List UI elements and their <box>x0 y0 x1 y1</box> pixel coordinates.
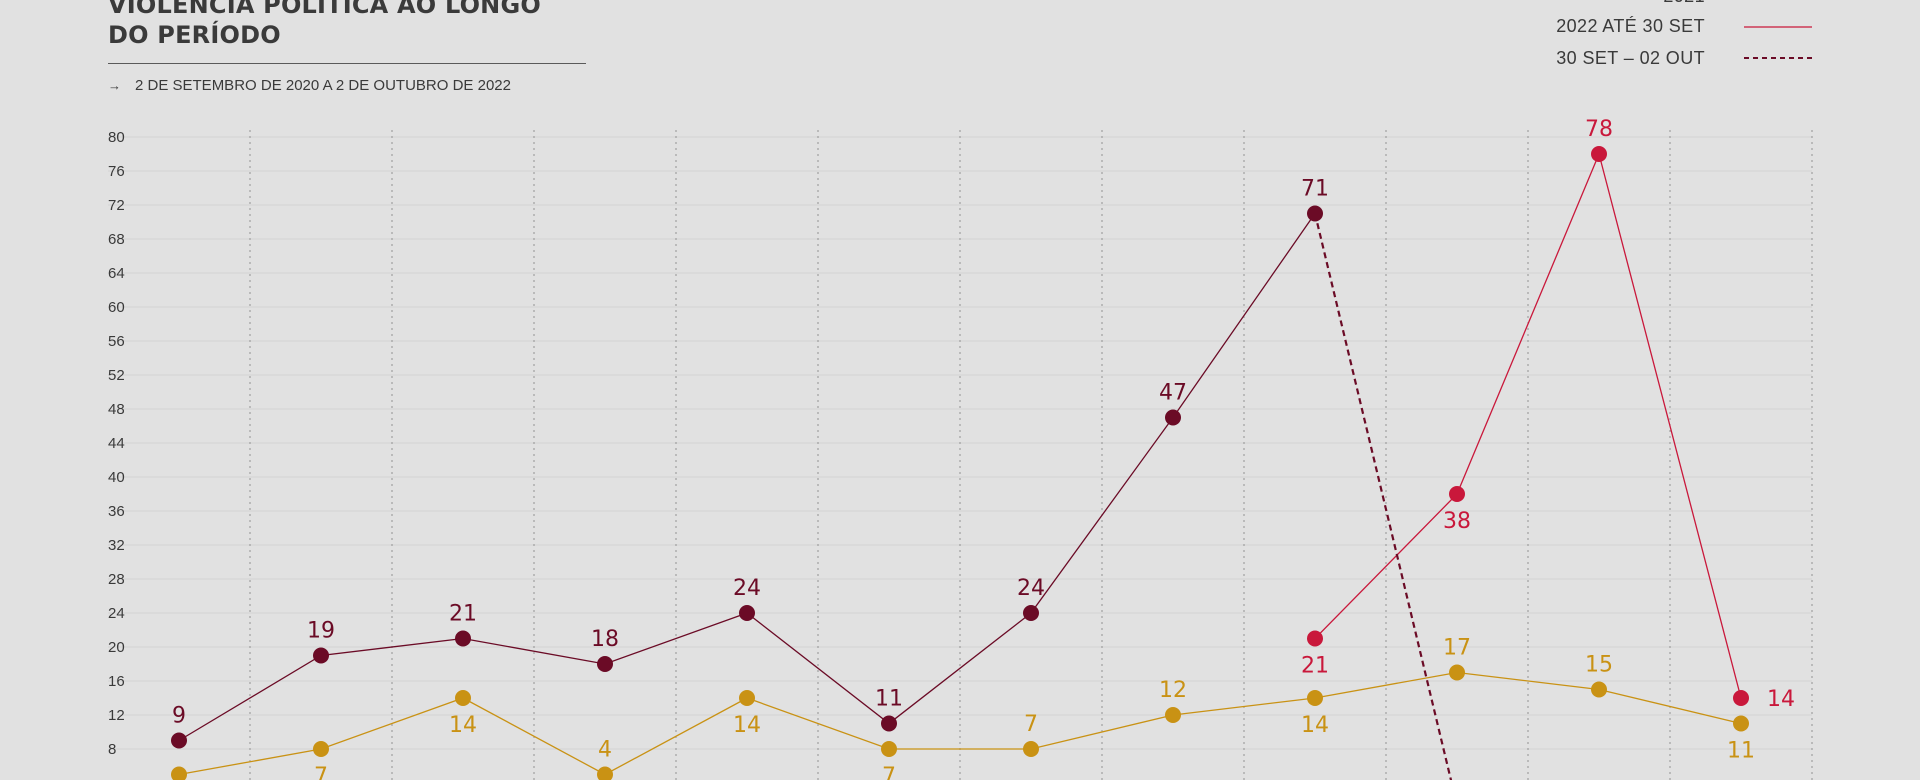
data-point-dark <box>881 715 897 732</box>
data-label-gold: 12 <box>1159 678 1187 703</box>
data-point-dark <box>171 732 187 749</box>
data-point-gold <box>1307 690 1323 706</box>
data-point-dark <box>313 647 329 664</box>
data-point-gold <box>597 766 613 780</box>
data-point-dark <box>455 630 471 647</box>
date-range-subtitle: → 2 DE SETEMBRO DE 2020 A 2 DE OUTUBRO D… <box>108 77 511 94</box>
series-line-dashed <box>1313 213 1453 780</box>
data-label-gold: 7 <box>1024 712 1038 737</box>
y-tick-label: 12 <box>108 707 125 724</box>
y-tick-label: 20 <box>108 639 125 656</box>
data-label-red: 21 <box>1301 654 1329 679</box>
y-tick-label: 60 <box>108 299 125 316</box>
vertical-gridlines <box>249 130 1813 780</box>
data-point-gold <box>739 690 755 706</box>
data-point-red <box>1449 486 1465 502</box>
data-point-gold <box>171 766 187 780</box>
date-range-text: 2 DE SETEMBRO DE 2020 A 2 DE OUTUBRO DE … <box>135 77 511 94</box>
y-tick-label: 40 <box>108 469 125 486</box>
data-point-red <box>1591 146 1607 162</box>
data-label-dark: 18 <box>591 627 619 652</box>
arrow-right-icon: → <box>108 78 121 93</box>
data-label-gold: 14 <box>449 713 477 738</box>
data-label-gold: 4 <box>598 738 612 763</box>
y-tick-label: 48 <box>108 401 125 418</box>
data-point-dark <box>739 605 755 621</box>
y-tick-label: 72 <box>108 197 125 214</box>
y-tick-label: 76 <box>108 163 125 180</box>
y-tick-label: 68 <box>108 231 125 248</box>
series-line-red <box>1314 151 1742 699</box>
y-tick-label: 28 <box>108 571 125 588</box>
data-label-gold: 11 <box>1727 739 1755 764</box>
data-label-red: 14 <box>1767 687 1795 712</box>
title-line-2: DO PERÍODO <box>108 21 281 49</box>
data-label-dark: 71 <box>1301 177 1329 202</box>
data-label-dark: 21 <box>449 602 477 627</box>
legend-swatch-dashed <box>1744 57 1812 59</box>
legend-label-dashed: 30 SET – 02 OUT <box>1556 48 1705 68</box>
legend: 2021 2022 ATÉ 30 SET 30 SET – 02 OUT <box>1320 0 1920 80</box>
data-point-gold <box>1733 715 1749 732</box>
data-label-red: 78 <box>1585 117 1613 142</box>
data-label-gold: 15 <box>1585 653 1613 678</box>
legend-label-2021: 2021 <box>1663 0 1705 7</box>
title-line-1: VIOLÊNCIA POLÍTICA AO LONGO <box>108 0 541 19</box>
data-label-gold: 14 <box>1301 713 1329 738</box>
y-tick-label: 36 <box>108 503 125 520</box>
data-label-dark: 47 <box>1159 381 1187 406</box>
data-point-red <box>1307 630 1323 647</box>
data-point-gold <box>1449 664 1465 681</box>
y-tick-label: 44 <box>108 435 125 452</box>
data-point-dark <box>1023 605 1039 621</box>
data-point-gold <box>881 741 897 757</box>
title-divider <box>108 63 586 64</box>
data-label-dark: 9 <box>172 704 186 729</box>
legend-label-2022: 2022 ATÉ 30 SET <box>1556 16 1705 36</box>
y-tick-label: 56 <box>108 333 125 350</box>
data-point-dark <box>1165 409 1181 426</box>
data-label-gold: 7 <box>314 764 328 780</box>
data-label-dark: 19 <box>307 619 335 644</box>
y-tick-label: 80 <box>108 129 125 146</box>
series-points <box>171 146 1749 780</box>
data-labels: 9192118241124477167144147712141715112138… <box>172 117 1795 780</box>
y-tick-label: 64 <box>108 265 125 282</box>
y-tick-label: 16 <box>108 673 125 690</box>
data-label-red: 38 <box>1443 509 1471 534</box>
y-tick-label: 32 <box>108 537 125 554</box>
y-tick-label: 8 <box>108 741 116 758</box>
legend-swatch-solid <box>1744 26 1812 28</box>
data-point-dark <box>597 656 613 672</box>
data-point-gold <box>1023 741 1039 757</box>
data-point-gold <box>313 741 329 757</box>
data-point-red <box>1733 690 1749 706</box>
data-label-gold: 14 <box>733 713 761 738</box>
data-point-gold <box>1591 681 1607 698</box>
chart-title: VIOLÊNCIA POLÍTICA AO LONGO DO PERÍODO <box>108 0 588 50</box>
y-tick-label: 24 <box>108 605 125 622</box>
data-point-gold <box>455 690 471 706</box>
series-line-gold <box>178 671 1742 776</box>
data-label-gold: 7 <box>882 764 896 780</box>
data-label-dark: 24 <box>733 576 761 601</box>
y-axis-ticks: 8 12 16 20 24 28 32 36 40 44 48 52 56 60 64 68 72 76 80 <box>108 129 125 758</box>
data-point-dark <box>1307 205 1323 222</box>
data-label-gold: 17 <box>1443 636 1471 661</box>
data-label-dark: 11 <box>875 687 903 712</box>
data-point-gold <box>1165 707 1181 723</box>
data-label-dark: 24 <box>1017 576 1045 601</box>
y-tick-label: 52 <box>108 367 125 384</box>
